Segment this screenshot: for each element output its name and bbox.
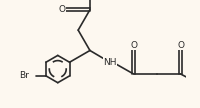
Text: Br: Br <box>19 71 29 80</box>
Text: NH: NH <box>104 58 117 67</box>
Text: O: O <box>177 41 184 50</box>
Text: O: O <box>59 5 66 14</box>
Text: O: O <box>130 41 137 50</box>
